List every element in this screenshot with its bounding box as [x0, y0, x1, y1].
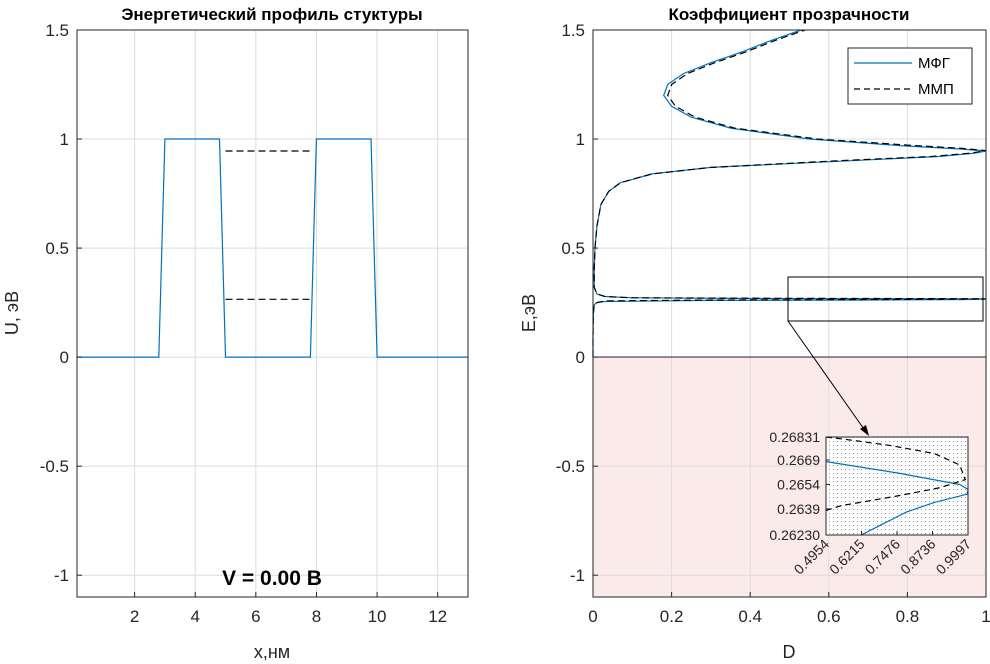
ticks-transmission: 0 0.2 0.4 0.6 0.8 1 1.5 1 0.5 0 -0.5 -1 [556, 21, 990, 626]
chart-transmission-title: Коэффициент прозрачности [668, 5, 909, 24]
inset-tick-label-y: 0.2669 [777, 452, 820, 468]
chart-energy-profile-xlabel: x,нм [254, 642, 290, 662]
inset-tick-label-y: 0.2654 [777, 476, 820, 492]
tick-label-y: -1 [54, 566, 69, 585]
plot-area-energy-profile [77, 30, 468, 597]
chart-transmission: Коэффициент прозрачности 0 0.2 0.4 0.6 0.8 1 1… [519, 5, 990, 662]
tick-label-y: 0.5 [45, 239, 69, 258]
legend-label-mfg: МФГ [918, 55, 950, 72]
series-line-U(x) [77, 138, 468, 358]
zoom-arrow-head [860, 425, 869, 436]
chart-energy-profile: Энергетический профиль стуктуры 2 4 6 8 10 12… [2, 5, 469, 662]
chart-energy-profile-title: Энергетический профиль стуктуры [121, 5, 422, 24]
tick-label-x: 0 [588, 607, 597, 626]
tick-label-y: 0.5 [561, 239, 585, 258]
tick-label-x: 0.8 [896, 607, 920, 626]
tick-label-x: 0.4 [738, 607, 762, 626]
zoom-arrow-line [787, 320, 867, 433]
chart-transmission-ylabel: E,эВ [519, 294, 539, 332]
inset-tick-label-y: 0.26230 [769, 527, 820, 543]
chart-transmission-xlabel: D [783, 642, 796, 662]
series-line-МФГ [592, 29, 987, 358]
tick-label-y: 0 [60, 348, 69, 367]
tick-label-y: -0.5 [40, 457, 69, 476]
inset-zoom: 0.268310.26690.26540.26390.262300.49540.… [769, 429, 974, 577]
inset-tick-label-y: 0.2639 [777, 501, 820, 517]
tick-label-y: 1 [60, 130, 69, 149]
series-energy-profile [77, 138, 468, 358]
tick-label-y: 1.5 [561, 21, 585, 40]
chart-energy-profile-ylabel: U, эВ [2, 291, 22, 335]
tick-label-y: 1.5 [45, 21, 69, 40]
axes-box-transmission [592, 29, 987, 598]
legend: МФГ ММП [847, 47, 973, 105]
tick-label-x: 6 [251, 607, 260, 626]
tick-label-x: 12 [428, 607, 447, 626]
tick-label-x: 2 [130, 607, 139, 626]
tick-label-x: 8 [312, 607, 321, 626]
tick-label-x: 10 [368, 607, 387, 626]
tick-label-x: 1 [981, 607, 990, 626]
tick-label-y: 1 [576, 130, 585, 149]
voltage-annotation: V = 0.00 В [222, 567, 322, 590]
zoom-region-box [787, 276, 984, 322]
inset-series-line-ММП [826, 437, 967, 512]
series-line-ММП [592, 29, 987, 358]
axes-box-energy-profile [76, 29, 469, 598]
tick-label-x: 0.6 [817, 607, 841, 626]
tick-label-y: -1 [570, 566, 585, 585]
tick-label-y: 0 [576, 348, 585, 367]
legend-box [847, 47, 973, 105]
tick-label-y: -0.5 [556, 457, 585, 476]
legend-label-mmp: ММП [918, 81, 954, 98]
inset-tick-label-y: 0.26831 [769, 429, 820, 445]
tick-label-x: 0.2 [660, 607, 684, 626]
ticks-energy-profile: 2 4 6 8 10 12 1.5 1 0.5 0 -0.5 -1 [40, 21, 447, 626]
series-transmission [592, 29, 987, 358]
tick-label-x: 4 [190, 607, 199, 626]
